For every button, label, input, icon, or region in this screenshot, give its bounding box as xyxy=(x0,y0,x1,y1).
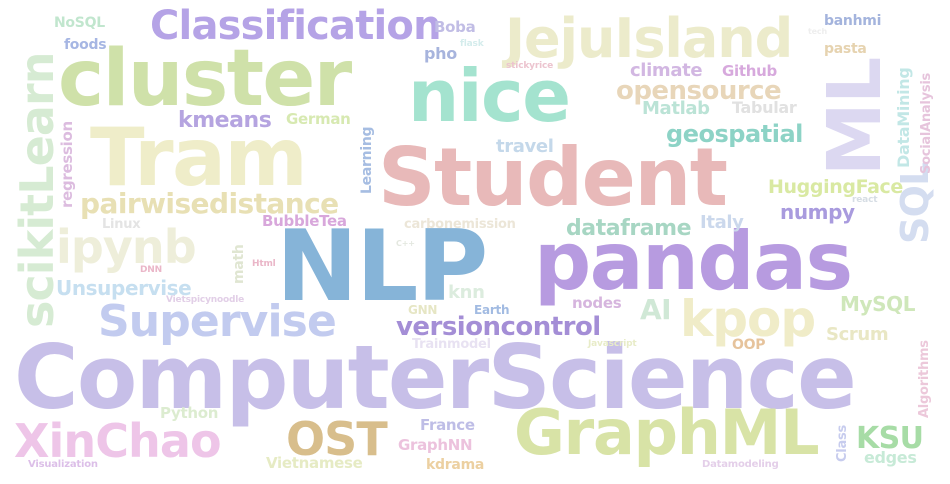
word-earth: Earth xyxy=(474,303,510,317)
word-html: Html xyxy=(252,259,276,269)
word-unsupervise: Unsupervise xyxy=(56,276,192,300)
word-kpop: kpop xyxy=(680,290,816,348)
word-math: math xyxy=(231,244,247,284)
word-graphnn: GraphNN xyxy=(398,436,473,454)
word-dnn: DNN xyxy=(140,265,162,275)
word-socialanalysis: SocialAnalysis xyxy=(919,73,934,174)
word-cluster: cluster xyxy=(58,34,352,124)
word-algorithms: Algorithms xyxy=(917,340,932,418)
word-stickyrice: stickyrice xyxy=(506,61,554,71)
word-pho: pho xyxy=(424,44,457,63)
word-computerscience: ComputerScience xyxy=(14,326,857,429)
word-trainmodel: Trainmodel xyxy=(412,337,491,352)
word-nlp: NLP xyxy=(276,210,488,324)
word-ai: AI xyxy=(640,293,672,326)
word-carbonemission: carbonemission xyxy=(404,217,516,232)
word-gnn: GNN xyxy=(408,303,438,317)
word-classification: Classification xyxy=(150,3,442,49)
word-pandas: pandas xyxy=(534,215,853,308)
word-learning: Learning xyxy=(359,126,375,194)
word-datamining: DataMining xyxy=(894,67,913,168)
word-geospatial: geospatial xyxy=(666,120,803,148)
word-flask: flask xyxy=(460,39,484,49)
word-kdrama: kdrama xyxy=(426,457,485,473)
word-scrum: Scrum xyxy=(826,324,889,345)
word-pairwisedistance: pairwisedistance xyxy=(80,187,339,220)
word-javascript: Javascript xyxy=(588,339,637,349)
word-nice: nice xyxy=(408,54,571,138)
word-jejuisland: JejuIsland xyxy=(505,7,793,70)
word-france: France xyxy=(420,416,475,434)
word-mysql: MySQL xyxy=(840,292,916,316)
word-kmeans: kmeans xyxy=(178,108,272,133)
word-student: Student xyxy=(378,131,728,224)
word-edges: edges xyxy=(864,448,917,467)
word-regression: regression xyxy=(58,121,76,208)
word-sql: SQL xyxy=(893,162,937,244)
word-german: German xyxy=(286,110,351,128)
word-pasta: pasta xyxy=(824,41,867,57)
word-matlab: Matlab xyxy=(642,98,710,119)
word-knn: knn xyxy=(448,282,485,303)
word-vietspicynoodle: Vietspicynoodle xyxy=(166,295,245,305)
word-ksu: KSU xyxy=(856,421,924,456)
word-numpy: numpy xyxy=(780,200,855,224)
word-class: Class xyxy=(835,425,850,462)
word-banhmi: banhmi xyxy=(824,13,882,29)
word-boba: Boba xyxy=(434,18,476,36)
word-tram: Tram xyxy=(90,111,308,204)
word-italy: Italy xyxy=(700,212,744,233)
word-dataframe: dataframe xyxy=(566,216,692,241)
word-tech: tech xyxy=(808,27,828,36)
word-datamodeling: Datamodeling xyxy=(702,459,779,470)
word-nosql: NoSQL xyxy=(54,15,105,31)
word-linux: Linux xyxy=(102,217,141,232)
word-huggingface: HuggingFace xyxy=(768,176,903,198)
word-graphml: GraphML xyxy=(514,396,820,469)
word-oop: OOP xyxy=(732,337,766,353)
word-react: react xyxy=(852,195,878,205)
word-xinchao: XinChao xyxy=(14,414,222,468)
word-cpp: C++ xyxy=(396,239,415,248)
word-scikitlearn: scikitLearn xyxy=(10,52,64,328)
word-bubbletea: BubbleTea xyxy=(262,212,347,230)
word-foods: foods xyxy=(64,37,107,53)
word-tabular: Tabular xyxy=(732,98,797,117)
word-python: Python xyxy=(160,404,219,422)
word-ost: OST xyxy=(286,412,388,466)
word-github: Github xyxy=(722,62,777,80)
word-opensource: opensource xyxy=(616,76,782,106)
word-versioncontrol: versioncontrol xyxy=(396,312,601,342)
word-vietnamese: Vietnamese xyxy=(266,454,363,472)
word-ml: ML xyxy=(812,58,898,176)
word-climate: climate xyxy=(630,60,703,81)
word-travel: travel xyxy=(496,136,554,157)
word-supervise: Supervise xyxy=(98,296,337,347)
word-nodes: nodes xyxy=(572,294,622,312)
word-ipynb: ipynb xyxy=(56,220,197,274)
word-visualization: Visualization xyxy=(28,459,98,470)
